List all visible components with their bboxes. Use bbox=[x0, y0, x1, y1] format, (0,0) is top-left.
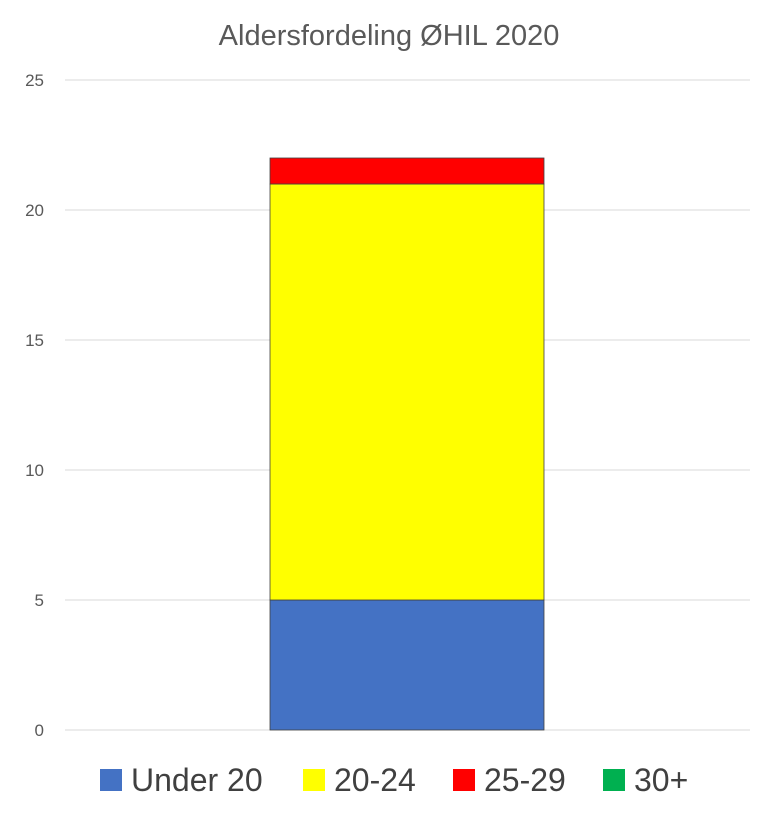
legend-swatch-3 bbox=[603, 769, 625, 791]
legend: Under 20 20-24 25-29 30+ bbox=[100, 762, 688, 798]
chart-title: Aldersfordeling ØHIL 2020 bbox=[219, 20, 560, 52]
legend-label-0: Under 20 bbox=[131, 762, 263, 798]
bar-segment-0 bbox=[269, 599, 545, 731]
y-tick-label: 25 bbox=[25, 71, 44, 90]
legend-swatch-2 bbox=[453, 769, 475, 791]
legend-label-1: 20-24 bbox=[334, 762, 416, 798]
legend-swatch-0 bbox=[100, 769, 122, 791]
bar-segment-2 bbox=[269, 157, 545, 185]
bar-segment-1 bbox=[269, 183, 545, 601]
y-tick-label: 15 bbox=[25, 331, 44, 350]
y-tick-label: 5 bbox=[35, 591, 44, 610]
stacked-bar bbox=[269, 157, 545, 731]
y-axis-ticks: 0 5 10 15 20 25 bbox=[25, 71, 44, 740]
legend-label-2: 25-29 bbox=[484, 762, 566, 798]
y-tick-label: 20 bbox=[25, 201, 44, 220]
legend-label-3: 30+ bbox=[634, 762, 688, 798]
y-tick-label: 0 bbox=[35, 721, 44, 740]
y-tick-label: 10 bbox=[25, 461, 44, 480]
legend-swatch-1 bbox=[303, 769, 325, 791]
